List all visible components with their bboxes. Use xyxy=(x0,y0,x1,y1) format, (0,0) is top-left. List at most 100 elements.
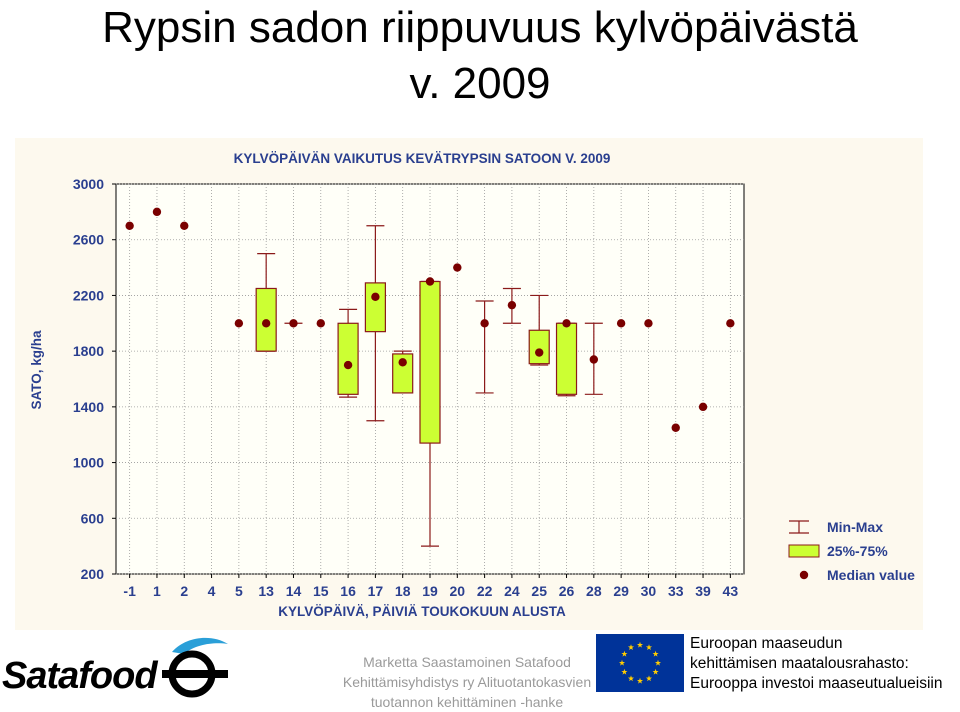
chart-svg: KYLVÖPÄIVÄN VAIKUTUS KEVÄTRYPSIN SATOON … xyxy=(15,138,923,630)
median-marker xyxy=(562,319,571,328)
eu-text-line: Euroopan maaseudun xyxy=(690,635,843,652)
plot-layer xyxy=(125,207,735,547)
eu-star xyxy=(654,659,662,666)
eu-star xyxy=(621,668,628,675)
eu-flag xyxy=(596,634,684,692)
eu-text-line: Eurooppa investoi maaseutualueisiin xyxy=(690,675,943,692)
box-group xyxy=(364,225,386,422)
box-group xyxy=(584,322,603,395)
slide-title-line1: Rypsin sadon riippuvuus kylvöpäivästä xyxy=(102,3,858,52)
sato-chart: KYLVÖPÄIVÄN VAIKUTUS KEVÄTRYPSIN SATOON … xyxy=(15,138,923,630)
x-tick-label: 16 xyxy=(340,583,356,599)
median-marker xyxy=(644,319,653,328)
eu-star xyxy=(645,644,653,650)
slide-title: Rypsin sadon riippuvuus kylvöpäivästä v.… xyxy=(0,0,960,112)
x-tick-label: 30 xyxy=(641,583,657,599)
median-marker xyxy=(234,319,244,328)
box-group xyxy=(453,263,462,272)
y-tick-label: 1400 xyxy=(73,399,104,415)
eu-star xyxy=(627,675,635,682)
y-tick-label: 1000 xyxy=(73,455,104,471)
satafood-logo-mark xyxy=(162,637,228,698)
x-tick-label: 2 xyxy=(180,583,188,599)
box-group xyxy=(616,319,626,328)
box-group xyxy=(475,300,494,394)
x-tick-label: 20 xyxy=(450,583,466,599)
eu-star xyxy=(636,677,644,684)
footer-credit-line: Kehittämisyhdistys ry Alituotantokasvien xyxy=(342,674,592,690)
x-tick-label: 15 xyxy=(313,583,329,599)
x-tick-label: 28 xyxy=(586,583,602,599)
legend-label-median: Median value xyxy=(827,567,915,583)
median-marker xyxy=(616,319,626,328)
footer-credit-line: tuotannon kehittäminen -hanke xyxy=(370,694,564,710)
median-marker xyxy=(507,300,517,310)
box-group xyxy=(698,402,708,412)
x-tick-label: 5 xyxy=(235,583,243,599)
median-marker xyxy=(425,277,435,286)
iqr-box xyxy=(419,280,441,444)
chart-y-axis-label: SATO, kg/ha xyxy=(29,330,44,410)
box-group xyxy=(392,350,414,394)
x-tick-label: 33 xyxy=(668,583,684,599)
x-tick-label: 13 xyxy=(258,583,274,599)
eu-star xyxy=(621,650,628,657)
median-marker xyxy=(316,319,325,328)
box-group xyxy=(555,319,578,397)
box-group xyxy=(337,308,359,398)
x-tick-label: 17 xyxy=(368,583,384,599)
box-group xyxy=(671,423,680,432)
box-group xyxy=(180,221,189,230)
y-tick-label: 2600 xyxy=(73,232,104,248)
box-group xyxy=(528,294,550,366)
median-marker xyxy=(289,319,298,328)
x-tick-label: 25 xyxy=(531,583,547,599)
iqr-box xyxy=(528,329,550,365)
eu-star xyxy=(652,650,659,657)
x-tick-label: 1 xyxy=(153,583,161,599)
legend-label-minmax: Min-Max xyxy=(827,519,883,535)
x-tick-label: 26 xyxy=(559,583,575,599)
y-tick-label: 3000 xyxy=(73,176,104,192)
median-marker xyxy=(180,221,189,230)
median-marker xyxy=(453,263,462,272)
box-group xyxy=(726,319,735,328)
median-marker xyxy=(261,319,271,328)
eu-star xyxy=(618,659,626,666)
box-group xyxy=(644,319,653,328)
chart-title: KYLVÖPÄIVÄN VAIKUTUS KEVÄTRYPSIN SATOON … xyxy=(234,151,611,166)
satafood-logo: Satafood xyxy=(2,655,158,697)
eu-star xyxy=(652,668,659,675)
x-tick-label: 4 xyxy=(208,583,216,599)
box-group xyxy=(419,277,441,547)
box-group xyxy=(234,319,244,328)
iqr-box xyxy=(392,353,414,394)
legend-median-marker xyxy=(799,570,809,580)
median-marker xyxy=(152,207,162,217)
x-tick-label: 14 xyxy=(286,583,302,599)
x-tick-label: 18 xyxy=(395,583,411,599)
box-group xyxy=(255,253,277,352)
x-tick-label: 19 xyxy=(422,583,438,599)
median-marker xyxy=(589,355,599,364)
iqr-box xyxy=(337,322,359,395)
eu-flag-stars xyxy=(618,641,662,684)
y-tick-label: 1800 xyxy=(73,343,104,359)
box-group xyxy=(152,207,162,217)
eu-star xyxy=(636,641,644,648)
median-marker xyxy=(371,292,380,302)
box-group xyxy=(284,319,303,328)
x-tick-label: 43 xyxy=(723,583,739,599)
eu-text-line: kehittämisen maatalousrahasto: xyxy=(690,655,909,672)
y-tick-label: 2200 xyxy=(73,287,104,303)
median-marker xyxy=(398,358,407,367)
median-marker xyxy=(480,319,489,328)
box-group xyxy=(316,319,325,328)
median-marker xyxy=(698,402,708,412)
slide-title-line2: v. 2009 xyxy=(409,59,551,108)
x-tick-label: -1 xyxy=(123,583,136,599)
y-tick-label: 600 xyxy=(81,510,105,526)
median-marker xyxy=(535,348,544,357)
x-tick-label: 24 xyxy=(504,583,520,599)
iqr-box xyxy=(555,322,578,395)
